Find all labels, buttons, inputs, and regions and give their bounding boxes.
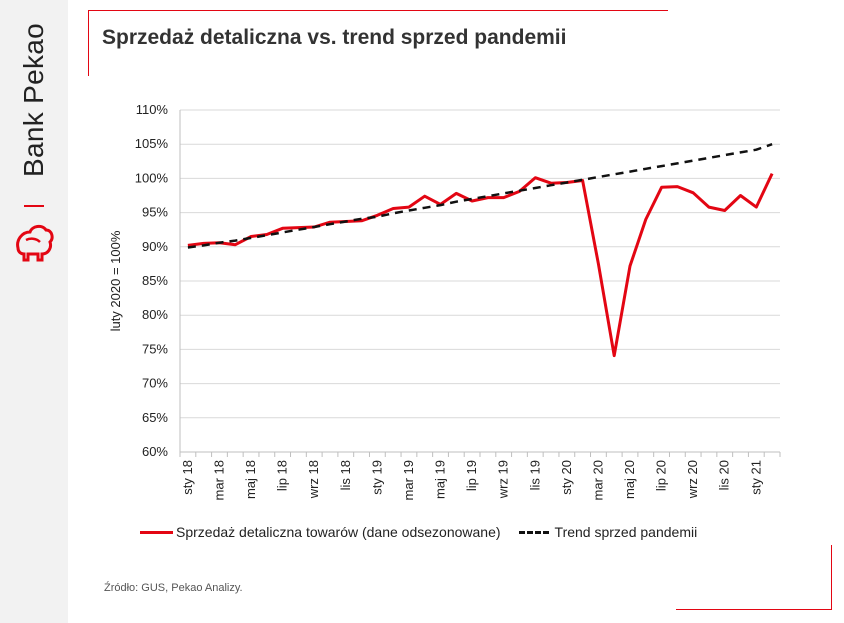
y-tick-label: 60%	[142, 444, 168, 459]
x-tick-label: maj 20	[622, 460, 637, 499]
y-tick-label: 90%	[142, 239, 168, 254]
y-tick-label: 65%	[142, 410, 168, 425]
x-tick-label: sty 21	[748, 460, 763, 495]
y-tick-label: 80%	[142, 307, 168, 322]
y-tick-label: 110%	[136, 102, 169, 117]
x-tick-label: wrz 19	[496, 460, 511, 499]
y-tick-label: 75%	[142, 341, 168, 356]
legend-swatch-sales	[140, 530, 173, 534]
y-tick-label: 105%	[135, 136, 169, 151]
x-tick-label: lis 18	[338, 460, 353, 490]
brand-sidebar: Bank Pekao	[0, 0, 68, 623]
x-tick-label: lip 20	[654, 460, 669, 491]
x-tick-label: mar 19	[401, 460, 416, 500]
y-axis-title: luty 2020 = 100%	[108, 230, 123, 331]
x-tick-label: wrz 20	[685, 460, 700, 499]
source-note: Źródło: GUS, Pekao Analizy.	[104, 582, 243, 594]
y-tick-label: 95%	[142, 205, 168, 220]
x-tick-label: maj 18	[243, 460, 258, 499]
x-tick-label: mar 20	[590, 460, 605, 500]
x-tick-label: lip 18	[275, 460, 290, 491]
legend-swatch-trend	[518, 530, 549, 534]
y-tick-label: 85%	[142, 273, 168, 288]
y-tick-label: 100%	[135, 170, 169, 185]
y-tick-label: 70%	[142, 376, 168, 391]
frame-left-line	[88, 10, 89, 76]
frame-right-line	[831, 545, 832, 610]
brand-divider	[24, 205, 44, 207]
series-line-trend	[187, 143, 773, 249]
x-tick-label: lip 19	[464, 460, 479, 491]
x-tick-label: sty 19	[369, 460, 384, 495]
x-tick-label: maj 19	[433, 460, 448, 499]
frame-top-line	[88, 10, 668, 11]
legend-label-trend: Trend sprzed pandemii	[554, 524, 698, 540]
legend-label-sales: Sprzedaż detaliczna towarów (dane odsezo…	[176, 524, 501, 540]
series-line-sales	[187, 172, 774, 358]
x-tick-label: sty 20	[559, 460, 574, 495]
pekao-bison-logo-icon	[16, 224, 54, 262]
x-tick-label: mar 18	[211, 460, 226, 500]
chart-legend: Sprzedaż detaliczna towarów (dane odsezo…	[140, 524, 697, 540]
page-title: Sprzedaż detaliczna vs. trend sprzed pan…	[102, 26, 567, 49]
x-tick-label: lis 20	[717, 460, 732, 490]
x-tick-label: lis 19	[527, 460, 542, 490]
x-tick-label: sty 18	[180, 460, 195, 495]
frame-bottom-line	[676, 609, 832, 610]
x-tick-label: wrz 18	[306, 460, 321, 499]
